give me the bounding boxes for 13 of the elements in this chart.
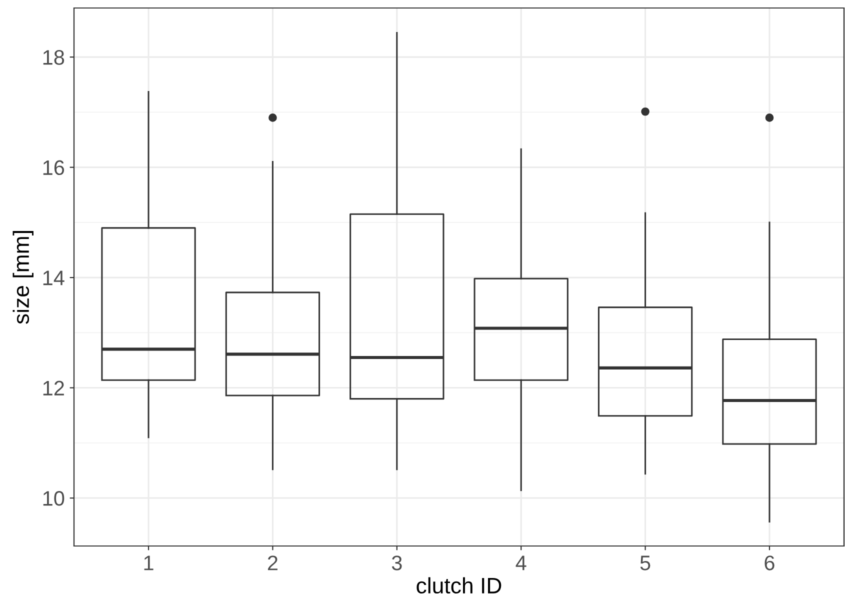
y-tick-label: 10 [43, 491, 64, 506]
x-tick-label: 6 [764, 556, 774, 570]
x-tick-label: 2 [268, 556, 278, 570]
y-tick-label: 12 [43, 380, 64, 396]
x-tick-label: 1 [144, 556, 154, 570]
y-tick-label: 16 [43, 160, 64, 176]
y-tick-label: 18 [43, 50, 64, 65]
y-tick-label: 14 [43, 270, 64, 286]
x-tick-label: 3 [392, 556, 402, 570]
y-axis-title: size [mm] [12, 231, 34, 324]
x-axis-title: clutch ID [416, 577, 502, 594]
x-tick-label: 5 [640, 556, 650, 570]
x-tick-label: 4 [516, 556, 526, 570]
